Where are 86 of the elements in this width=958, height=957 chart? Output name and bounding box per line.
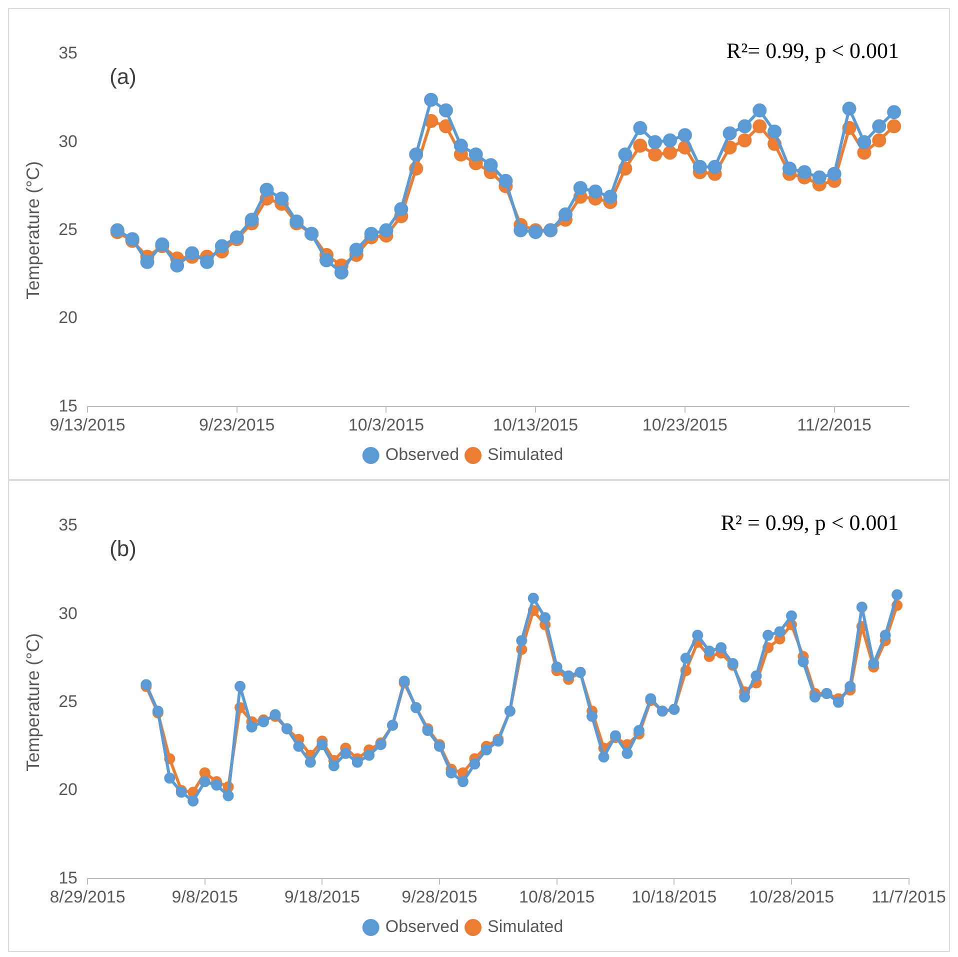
point bbox=[514, 223, 528, 238]
point bbox=[842, 102, 856, 116]
x-tick-label: 9/8/2015 bbox=[172, 887, 238, 906]
legend-label: Simulated bbox=[488, 917, 564, 936]
y-axis-title: Temperature (°C) bbox=[22, 633, 43, 772]
point bbox=[244, 212, 259, 227]
annotation: (b) bbox=[110, 536, 136, 561]
point bbox=[573, 180, 588, 195]
y-tick-label: 25 bbox=[58, 220, 78, 239]
point bbox=[558, 207, 572, 222]
point bbox=[379, 223, 394, 238]
point bbox=[752, 119, 767, 134]
point bbox=[663, 146, 678, 160]
legend-label: Observed bbox=[385, 917, 460, 936]
point bbox=[618, 147, 632, 162]
x-tick-label: 10/3/2015 bbox=[348, 415, 424, 434]
point bbox=[738, 119, 752, 134]
y-tick-label: 15 bbox=[58, 868, 78, 888]
point bbox=[887, 119, 902, 134]
y-tick-label: 30 bbox=[58, 604, 78, 623]
point bbox=[170, 258, 184, 273]
x-tick-label: 9/18/2015 bbox=[284, 887, 360, 906]
point bbox=[260, 182, 274, 197]
y-tick-label: 20 bbox=[58, 308, 78, 328]
point bbox=[319, 253, 334, 268]
annotation: R²= 0.99, p < 0.001 bbox=[726, 38, 899, 63]
point bbox=[648, 147, 662, 162]
y-tick-label: 35 bbox=[58, 516, 78, 535]
point bbox=[633, 121, 648, 136]
point bbox=[454, 138, 468, 153]
point bbox=[140, 255, 154, 270]
point bbox=[872, 119, 886, 134]
annotation: (a) bbox=[110, 64, 136, 89]
x-tick-label: 10/13/2015 bbox=[493, 415, 578, 434]
point bbox=[409, 147, 424, 162]
x-tick-label: 8/29/2015 bbox=[50, 887, 126, 906]
point bbox=[797, 165, 812, 180]
x-tick-label: 10/18/2015 bbox=[632, 887, 717, 906]
x-tick-label: 11/7/2015 bbox=[872, 887, 946, 906]
point bbox=[752, 103, 767, 118]
point bbox=[438, 103, 453, 118]
point bbox=[484, 158, 498, 172]
point bbox=[782, 162, 797, 176]
point bbox=[185, 246, 200, 260]
point bbox=[468, 147, 483, 162]
point bbox=[857, 135, 872, 150]
point bbox=[812, 170, 826, 184]
x-tick-label: 10/8/2015 bbox=[519, 887, 595, 906]
point bbox=[424, 92, 438, 107]
y-tick-label: 35 bbox=[58, 44, 78, 63]
point bbox=[887, 105, 902, 120]
x-tick-label: 9/23/2015 bbox=[199, 415, 275, 434]
legend-label: Observed bbox=[385, 445, 460, 464]
y-tick-label: 25 bbox=[58, 692, 78, 711]
y-tick-label: 20 bbox=[58, 780, 78, 800]
point bbox=[827, 166, 842, 181]
point bbox=[663, 133, 678, 148]
point bbox=[768, 124, 782, 139]
point bbox=[678, 128, 692, 142]
y-tick-label: 15 bbox=[58, 396, 78, 416]
point bbox=[200, 255, 214, 270]
y-axis-title: Temperature (°C) bbox=[22, 161, 43, 300]
point bbox=[648, 135, 662, 150]
x-tick-label: 10/23/2015 bbox=[642, 415, 728, 434]
x-tick-label: 9/28/2015 bbox=[402, 887, 478, 906]
legend-label: Simulated bbox=[488, 445, 564, 464]
point bbox=[334, 266, 348, 280]
point bbox=[394, 202, 408, 216]
point bbox=[588, 184, 602, 199]
x-tick-label: 11/2/2015 bbox=[797, 415, 872, 434]
point bbox=[722, 126, 737, 140]
point bbox=[214, 239, 229, 254]
point bbox=[349, 242, 364, 257]
point bbox=[633, 138, 648, 153]
x-tick-label: 9/13/2015 bbox=[50, 415, 126, 434]
point bbox=[364, 226, 378, 241]
point bbox=[692, 160, 707, 174]
x-tick-label: 10/28/2015 bbox=[748, 887, 834, 906]
point bbox=[274, 192, 289, 206]
point bbox=[708, 160, 722, 174]
point bbox=[498, 174, 513, 188]
point bbox=[738, 133, 752, 148]
y-tick-label: 30 bbox=[58, 132, 78, 151]
point bbox=[603, 190, 618, 204]
annotation: R² = 0.99, p < 0.001 bbox=[720, 510, 899, 535]
point bbox=[872, 133, 886, 148]
